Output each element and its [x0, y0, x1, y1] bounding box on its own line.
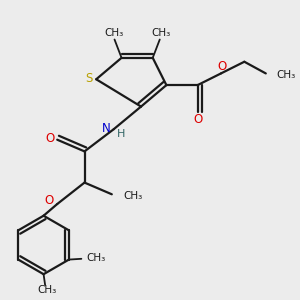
Text: CH₃: CH₃	[151, 28, 170, 38]
Text: N: N	[102, 122, 111, 135]
Text: O: O	[217, 60, 226, 73]
Text: CH₃: CH₃	[38, 285, 57, 295]
Text: O: O	[44, 194, 53, 207]
Text: O: O	[46, 132, 55, 146]
Text: S: S	[85, 72, 93, 85]
Text: H: H	[117, 129, 125, 139]
Text: CH₃: CH₃	[104, 28, 123, 38]
Text: CH₃: CH₃	[277, 70, 296, 80]
Text: CH₃: CH₃	[86, 253, 106, 262]
Text: CH₃: CH₃	[124, 191, 143, 201]
Text: O: O	[193, 113, 202, 126]
